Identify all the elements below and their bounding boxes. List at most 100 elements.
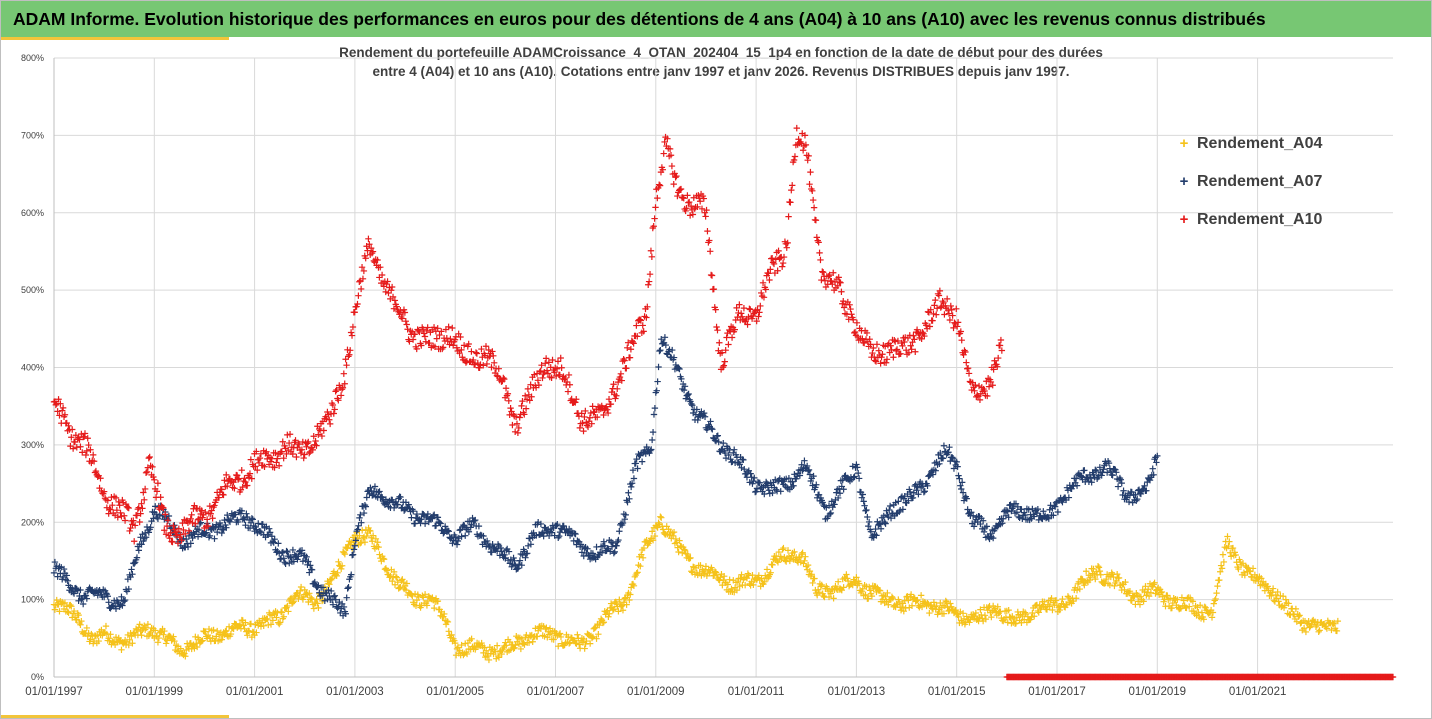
data-point-rendement-a04	[374, 539, 381, 546]
data-point-rendement-a10	[891, 336, 898, 344]
data-point-rendement-a07	[958, 485, 965, 493]
data-point-rendement-a10	[523, 396, 531, 403]
data-point-rendement-a10	[173, 528, 181, 536]
data-point-rendement-a10	[604, 406, 611, 413]
data-point-rendement-a10	[780, 253, 788, 261]
data-point-rendement-a10	[975, 382, 983, 390]
data-point-rendement-a07	[689, 402, 696, 409]
data-point-rendement-a04	[908, 602, 916, 609]
data-point-rendement-a04	[1209, 609, 1217, 616]
data-point-rendement-a10	[949, 312, 956, 319]
data-point-rendement-a10	[297, 450, 305, 457]
data-point-rendement-a10	[331, 406, 338, 413]
data-point-rendement-a10	[489, 348, 496, 355]
data-point-rendement-a04	[1081, 581, 1088, 589]
data-point-rendement-a10	[965, 370, 973, 377]
data-point-rendement-a04	[358, 527, 366, 534]
data-point-rendement-a10	[280, 454, 287, 462]
data-point-rendement-a07	[950, 465, 958, 472]
data-point-rendement-a04	[95, 637, 102, 645]
data-point-rendement-a10	[490, 352, 497, 360]
data-point-rendement-a07	[1077, 472, 1084, 479]
data-point-rendement-a07	[430, 512, 437, 519]
data-point-rendement-a07	[480, 532, 487, 540]
data-point-rendement-a07	[1073, 482, 1081, 489]
data-point-rendement-a04	[900, 608, 908, 615]
data-point-rendement-a10	[695, 192, 702, 199]
data-point-rendement-a10	[542, 360, 549, 367]
data-point-rendement-a10	[768, 255, 776, 262]
data-point-rendement-a10	[458, 346, 465, 354]
data-point-rendement-a10	[753, 317, 760, 325]
data-point-rendement-a07	[350, 546, 358, 553]
data-point-rendement-a07	[858, 494, 866, 501]
data-point-rendement-a07	[875, 521, 883, 528]
data-point-rendement-a10	[863, 329, 871, 337]
data-point-rendement-a10	[932, 296, 939, 304]
data-point-rendement-a10	[837, 279, 844, 286]
data-point-rendement-a07	[129, 570, 136, 578]
data-point-rendement-a04	[761, 578, 768, 586]
data-point-rendement-a04	[510, 645, 517, 652]
data-point-rendement-a07	[936, 460, 943, 468]
data-point-rendement-a04	[338, 565, 345, 573]
data-point-rendement-a07	[441, 523, 449, 530]
data-point-rendement-a10	[326, 416, 333, 423]
data-point-rendement-a07	[273, 549, 280, 556]
data-point-rendement-a07	[882, 520, 889, 527]
data-point-rendement-a07	[331, 592, 339, 599]
data-point-rendement-a04	[363, 532, 370, 540]
data-point-rendement-a07	[237, 510, 245, 517]
data-point-rendement-a04	[737, 575, 744, 582]
data-point-rendement-a07	[1103, 469, 1111, 476]
data-point-rendement-a10	[528, 393, 535, 400]
data-point-rendement-a04	[763, 566, 771, 573]
data-point-rendement-a04	[627, 591, 634, 598]
data-point-rendement-a04	[649, 537, 657, 544]
data-point-rendement-a10	[806, 180, 813, 188]
data-point-rendement-a10	[443, 334, 451, 342]
data-point-rendement-a04	[876, 587, 884, 594]
data-point-rendement-a10	[600, 411, 607, 419]
data-point-rendement-a07	[675, 364, 682, 372]
data-point-rendement-a10	[847, 305, 854, 313]
data-point-rendement-a04	[253, 629, 260, 636]
y-tick-label: 0%	[31, 672, 44, 682]
data-point-rendement-a04	[59, 598, 66, 606]
data-point-rendement-a07	[896, 507, 904, 514]
data-point-rendement-a10	[853, 319, 861, 327]
data-point-rendement-a07	[633, 455, 640, 463]
data-point-rendement-a10	[911, 336, 918, 343]
data-point-rendement-a04	[53, 596, 60, 604]
data-point-rendement-a07	[1021, 511, 1029, 519]
data-point-rendement-a10	[626, 354, 634, 361]
data-point-rendement-a04	[267, 621, 275, 628]
data-point-rendement-a10	[893, 346, 901, 353]
data-point-rendement-a07	[319, 584, 327, 591]
data-point-rendement-a07	[1018, 506, 1025, 513]
data-point-rendement-a04	[271, 611, 278, 618]
data-point-rendement-a10	[867, 341, 874, 348]
data-point-rendement-a04	[606, 610, 613, 617]
data-point-rendement-a04	[1130, 593, 1137, 601]
data-point-rendement-a04	[230, 625, 237, 632]
data-point-rendement-a04	[1094, 562, 1102, 570]
data-point-rendement-a04	[389, 577, 396, 585]
data-point-rendement-a07	[147, 524, 154, 531]
data-point-rendement-a07	[1125, 498, 1133, 506]
data-point-rendement-a07	[747, 470, 754, 477]
data-point-rendement-a04	[888, 593, 896, 601]
data-point-rendement-a04	[801, 557, 808, 565]
data-point-rendement-a07	[327, 587, 335, 595]
data-point-rendement-a10	[326, 420, 334, 428]
data-point-rendement-a07	[1154, 452, 1161, 460]
data-point-rendement-a07	[1096, 464, 1104, 471]
data-point-rendement-a10	[513, 420, 521, 427]
data-point-rendement-a04	[1168, 604, 1176, 612]
data-point-rendement-a10	[772, 256, 780, 263]
data-point-rendement-a10	[419, 326, 427, 333]
data-point-rendement-a07	[615, 536, 622, 544]
data-point-rendement-a07	[510, 554, 517, 562]
data-point-rendement-a07	[1087, 475, 1094, 482]
data-point-rendement-a04	[190, 641, 197, 648]
